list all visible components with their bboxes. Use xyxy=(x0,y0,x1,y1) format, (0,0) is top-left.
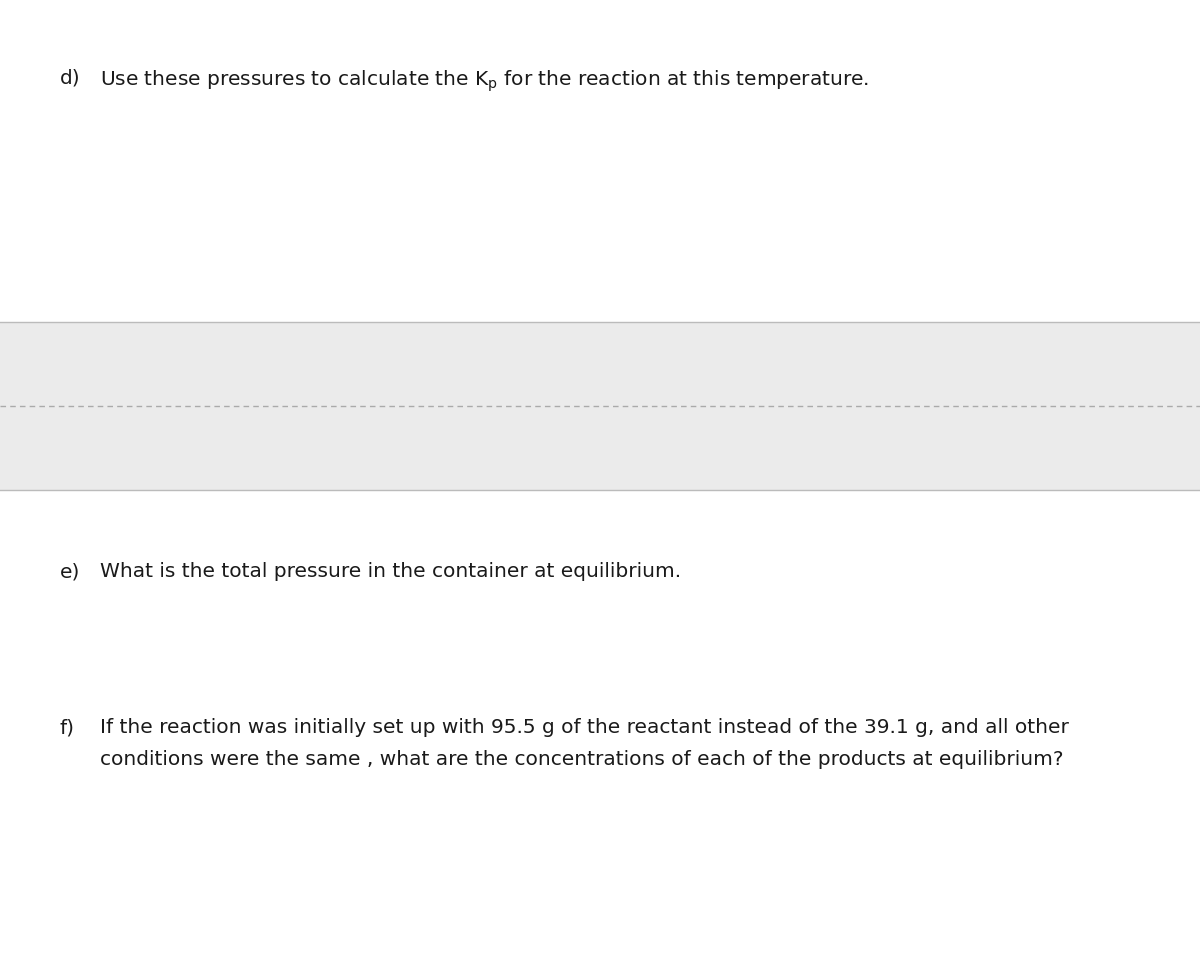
Text: conditions were the same , what are the concentrations of each of the products a: conditions were the same , what are the … xyxy=(100,750,1063,769)
Text: Use these pressures to calculate the K$_\mathregular{p}$ for the reaction at thi: Use these pressures to calculate the K$_… xyxy=(100,68,869,93)
Text: f): f) xyxy=(60,718,74,737)
Text: d): d) xyxy=(60,68,80,87)
Bar xyxy=(0,322,1200,490)
Text: e): e) xyxy=(60,562,80,581)
Text: If the reaction was initially set up with 95.5 g of the reactant instead of the : If the reaction was initially set up wit… xyxy=(100,718,1069,737)
Text: What is the total pressure in the container at equilibrium.: What is the total pressure in the contai… xyxy=(100,562,682,581)
